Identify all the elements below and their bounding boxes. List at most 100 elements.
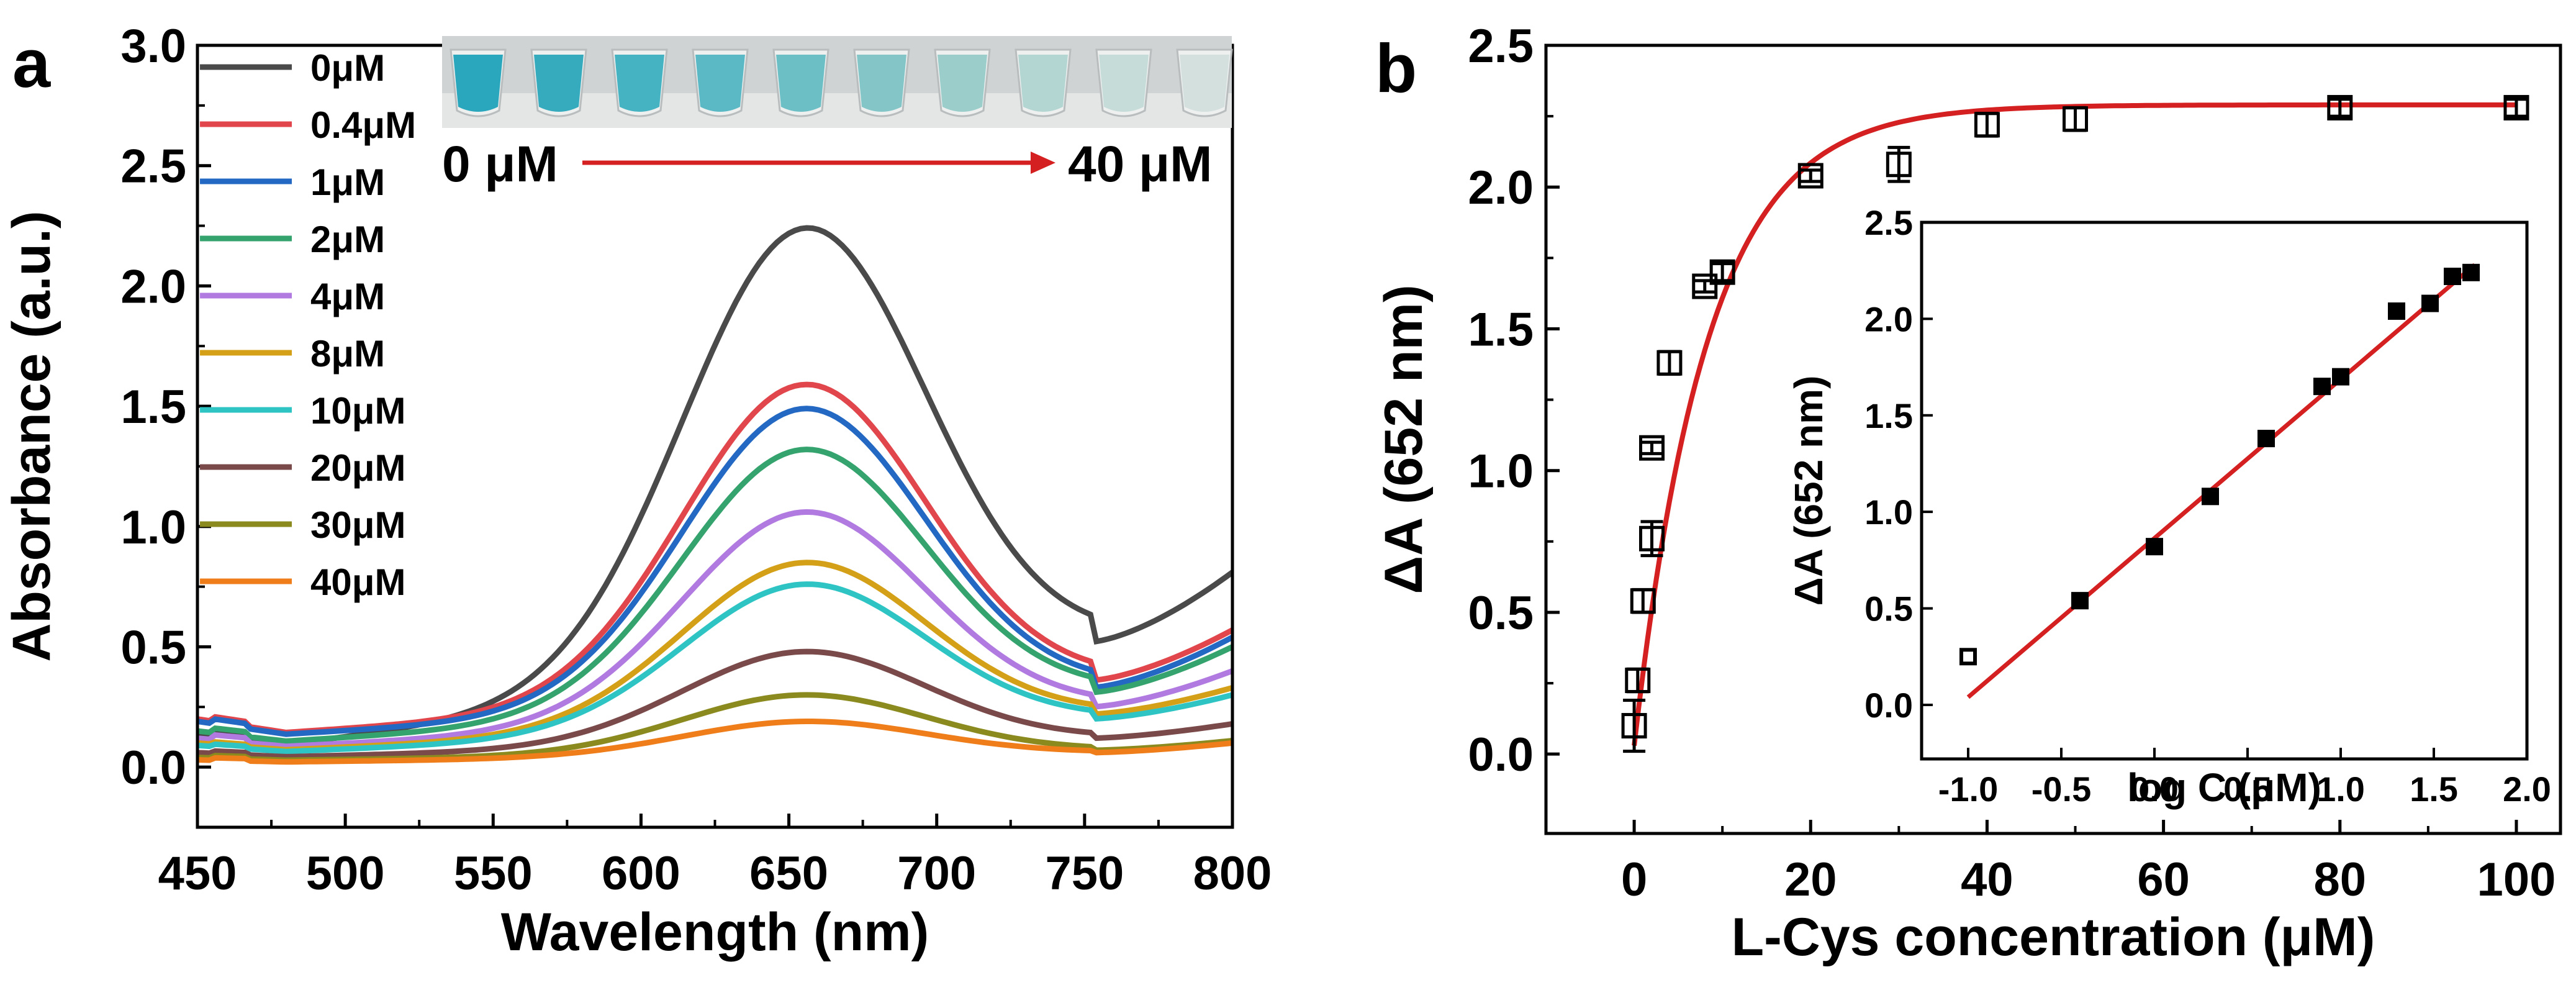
- data-point-8: [1797, 163, 1824, 189]
- tube-solution-7: [1018, 55, 1068, 112]
- legend-label: 1μM: [310, 161, 385, 203]
- inset-arrow-head: [1031, 152, 1055, 174]
- panel-a-label: a: [12, 25, 51, 102]
- legend-label: 40μM: [310, 561, 405, 603]
- legend-label: 10μM: [310, 390, 405, 432]
- data-point-3: [1639, 525, 1665, 552]
- inset-x-axis-label: log C (μM): [2127, 765, 2321, 810]
- legend-label: 20μM: [310, 447, 405, 489]
- y-tick-label: 2.0: [1468, 161, 1534, 214]
- x-axis-label: Wavelength (nm): [501, 902, 929, 962]
- y-tick-label: 1.0: [1468, 445, 1534, 498]
- tube-solution-3: [695, 55, 745, 112]
- data-point-10: [1974, 112, 2000, 138]
- y-tick-label: 1.5: [120, 381, 186, 433]
- inset-y-tick-label: 0.5: [1864, 589, 1913, 629]
- y-tick-label: 0.0: [120, 742, 186, 794]
- x-axis-label: L-Cys concentration (μM): [1732, 907, 2375, 967]
- inset-data-point-10: [2462, 263, 2480, 281]
- legend-label: 30μM: [310, 504, 405, 546]
- inset-end-label: 40 μM: [1068, 136, 1212, 193]
- inset-data-point-4: [2257, 430, 2275, 448]
- y-tick-label: 2.0: [120, 260, 186, 313]
- x-tick-label: 700: [897, 847, 976, 900]
- tube-solution-1: [534, 55, 584, 112]
- x-tick-label: 0: [1621, 853, 1647, 906]
- y-axis-label: Absorbance (a.u.): [2, 211, 61, 661]
- x-tick-label: 20: [1784, 853, 1837, 906]
- inset-y-tick-label: 0.0: [1864, 686, 1913, 725]
- spectrum-line-6: [197, 581, 1234, 755]
- tube-solution-6: [938, 55, 987, 112]
- panel-a-spectra-chart: 450 500 550 600 650 700 750 800 0.0 0.5 1.0 1.5 2.0 2…: [2, 20, 1272, 962]
- legend-label: 0.4μM: [310, 104, 416, 146]
- inset-data-point-5: [2313, 378, 2331, 396]
- tube-solution-0: [453, 55, 503, 112]
- data-point-6: [1692, 273, 1718, 299]
- y-tick-label: 0.5: [1468, 587, 1534, 640]
- spectrum-line-3: [197, 447, 1234, 744]
- inset-data-point-8: [2421, 294, 2439, 312]
- data-point-11: [2063, 106, 2089, 132]
- x-tick-label: 80: [2314, 853, 2367, 906]
- inset-y-tick-label: 2.0: [1864, 299, 1913, 338]
- x-tick-label: 450: [158, 847, 237, 900]
- data-point-5: [1656, 350, 1683, 376]
- inset-y-axis-label: ΔA (652 nm): [1786, 376, 1831, 606]
- tube-solution-5: [857, 55, 906, 112]
- data-point-12: [2327, 94, 2353, 120]
- inset-data-point-3: [2202, 488, 2219, 506]
- inset-x-tick-label: 2.0: [2503, 769, 2551, 809]
- tube-solution-8: [1099, 55, 1149, 112]
- y-tick-label: 2.5: [120, 140, 186, 193]
- panel-b-label: b: [1375, 30, 1417, 107]
- inset-data-point-2: [2146, 538, 2163, 556]
- x-tick-label: 750: [1045, 847, 1124, 900]
- data-point-13: [2503, 94, 2529, 120]
- plot-frame: [1544, 43, 2562, 835]
- x-tick-label: 60: [2137, 853, 2190, 906]
- inset-x-tick-label: 1.0: [2316, 769, 2365, 809]
- x-tick-label: 40: [1961, 853, 2013, 906]
- spectrum-line-2: [197, 406, 1234, 737]
- spectrum-line-7: [197, 648, 1233, 760]
- inset-data-point-6: [2332, 368, 2349, 386]
- data-point-9: [1886, 152, 1912, 178]
- x-tick-label: 500: [306, 847, 385, 900]
- y-tick-label: 0.5: [120, 621, 186, 674]
- y-tick-label: 1.5: [1468, 303, 1534, 356]
- inset-data-point-7: [2388, 302, 2405, 320]
- inset-y-tick-label: 1.5: [1864, 396, 1913, 435]
- tube-solution-2: [615, 55, 664, 112]
- data-point-1: [1625, 668, 1651, 694]
- data-point-7: [1709, 259, 1735, 285]
- panel-b-concentration-chart: 0 20 40 60 80 100 0.0 0.5 1.0 1.5 2.0 2.5 L-Cys conc…: [1374, 20, 2562, 967]
- legend-label: 8μM: [310, 333, 385, 374]
- inset-x-tick-label: 0.5: [2223, 769, 2272, 809]
- y-tick-label: 1.0: [120, 501, 186, 554]
- inset-y-tick-label: 1.0: [1864, 492, 1913, 532]
- spectrum-line-1: [197, 381, 1234, 735]
- inset-start-label: 0 μM: [442, 136, 558, 193]
- legend-label: 4μM: [310, 276, 385, 317]
- inset-data-point-9: [2444, 268, 2461, 286]
- spectrum-line-4: [197, 509, 1234, 750]
- x-tick-label: 100: [2477, 853, 2556, 906]
- inset-data-point-1: [2071, 592, 2089, 610]
- data-point-0: [1621, 713, 1647, 739]
- y-axis-label: ΔA (652 nm): [1374, 284, 1434, 594]
- data-point-4: [1639, 435, 1665, 461]
- x-tick-label: 650: [749, 847, 828, 900]
- spectrum-line-9: [197, 719, 1233, 765]
- x-tick-label: 800: [1193, 847, 1272, 900]
- x-tick-label: 600: [602, 847, 680, 900]
- inset-x-tick-label: -0.5: [2031, 769, 2092, 809]
- legend-label: 0μM: [310, 47, 385, 89]
- tube-solution-4: [776, 55, 826, 112]
- x-tick-label: 550: [454, 847, 533, 900]
- inset-x-tick-label: 0.0: [2130, 769, 2179, 809]
- y-tick-label: 0.0: [1468, 729, 1534, 781]
- inset-data-point-0: [1959, 648, 1977, 666]
- inset-y-tick-label: 2.5: [1864, 203, 1913, 242]
